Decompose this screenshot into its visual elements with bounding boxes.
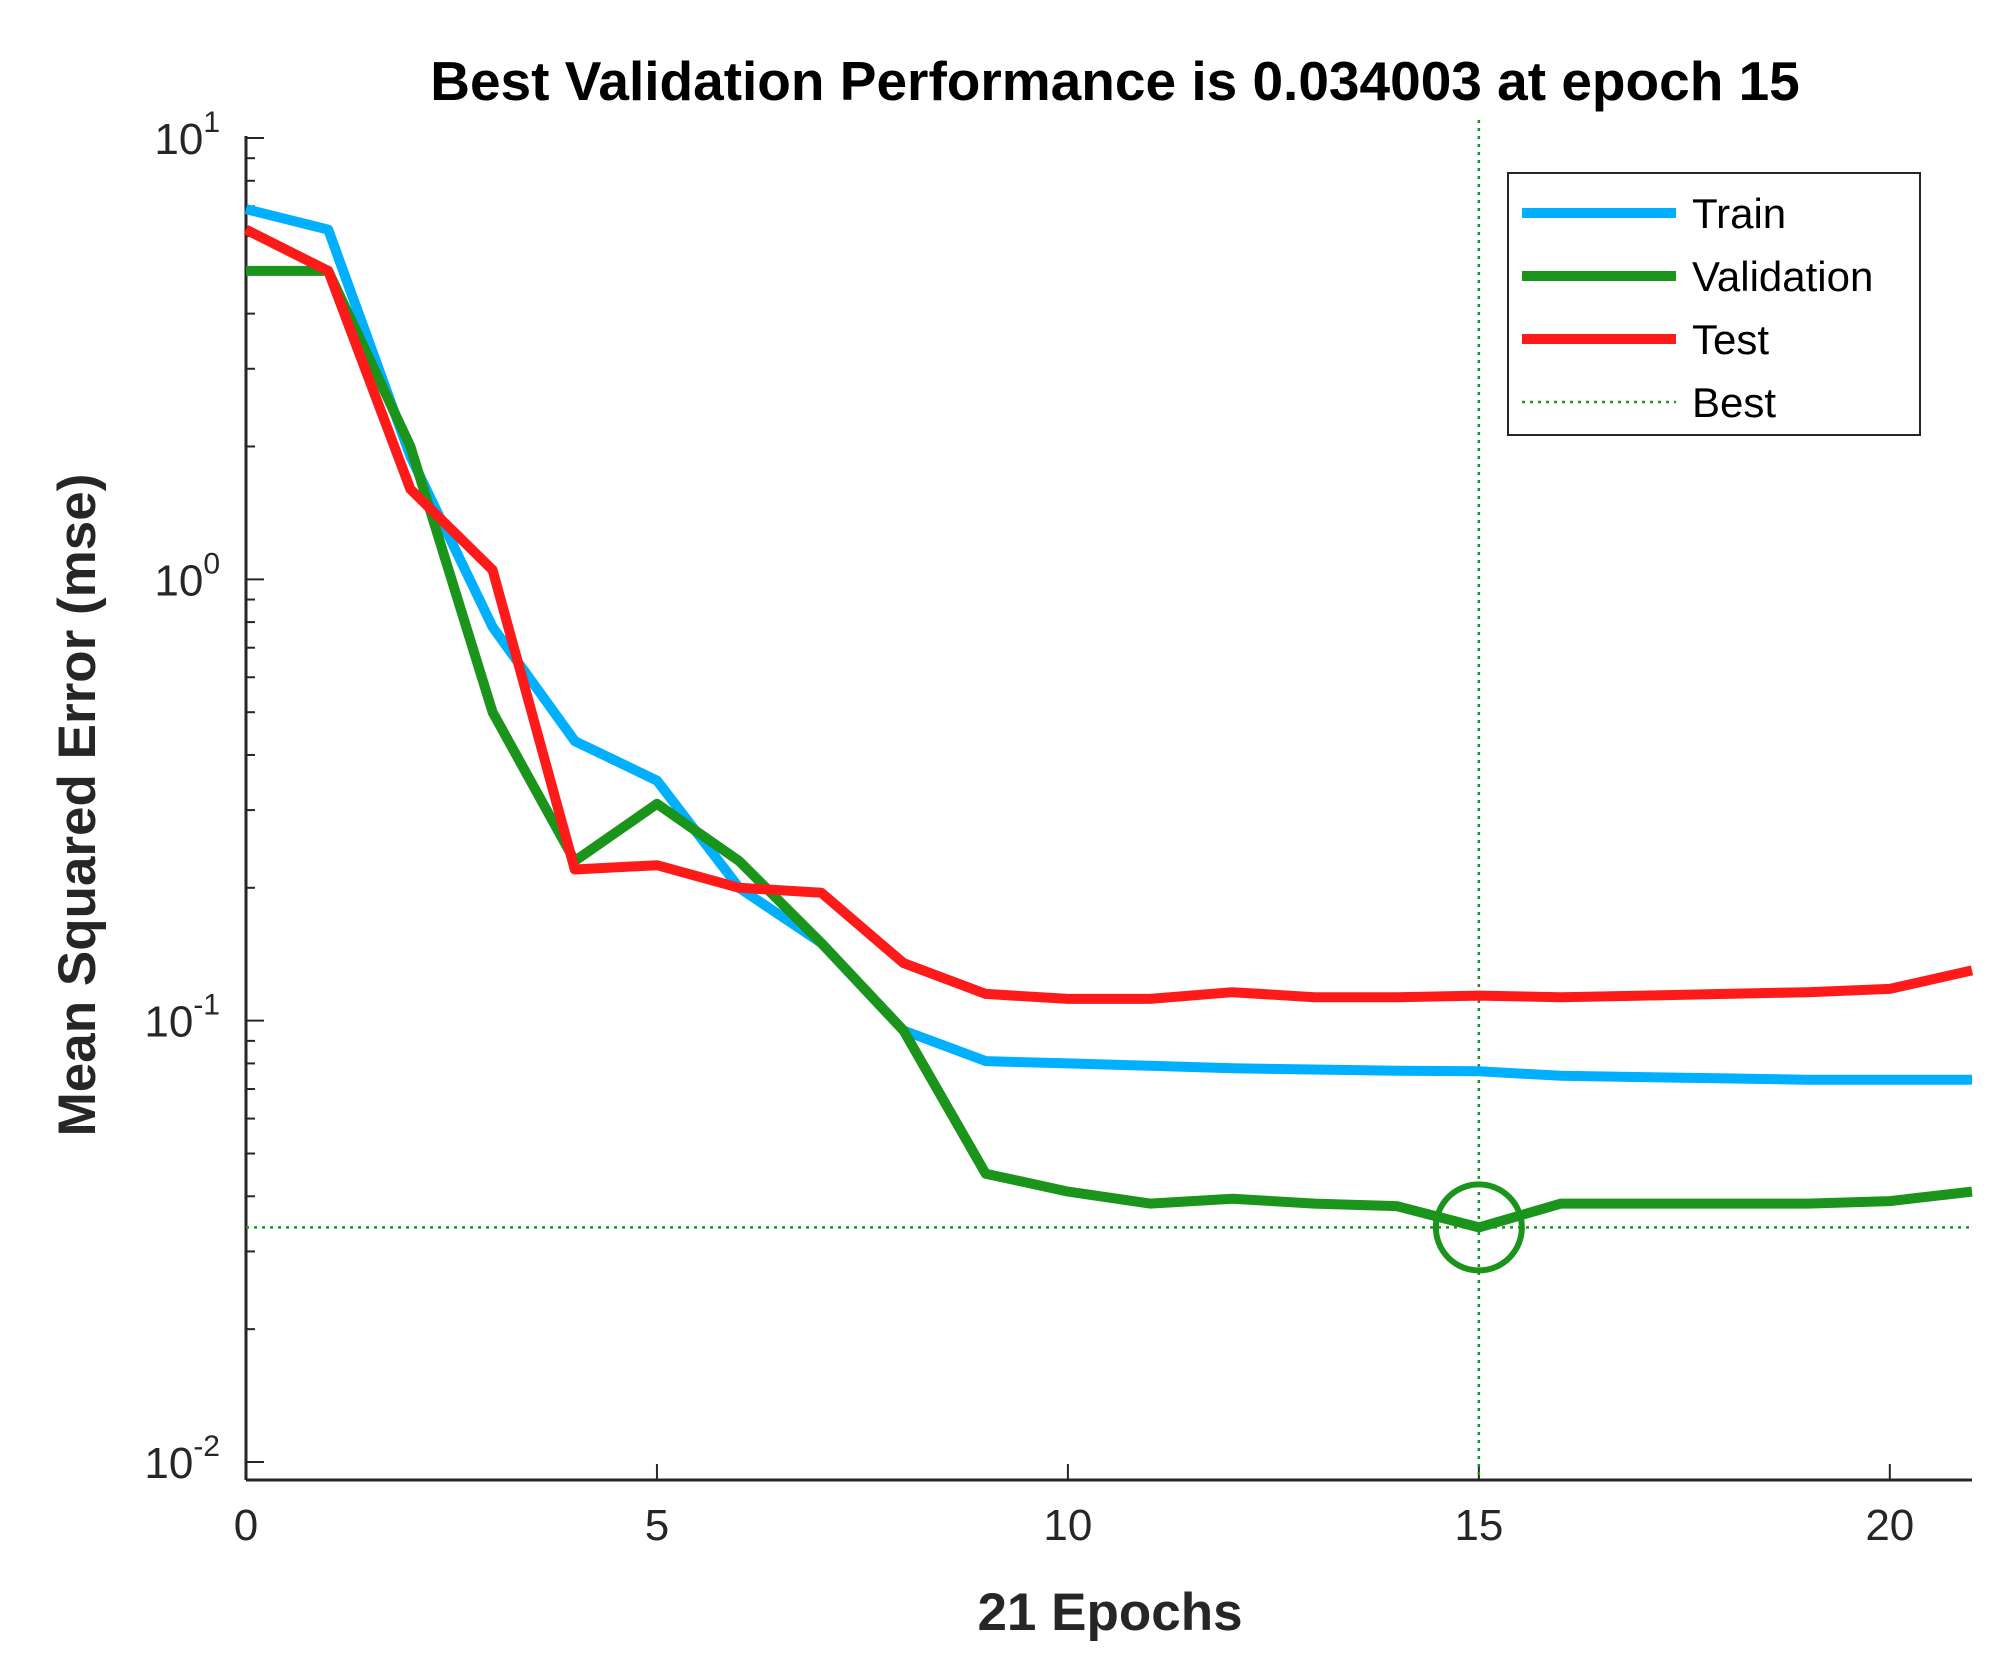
x-tick-label: 20 <box>1865 1501 1914 1550</box>
series-line-train <box>244 204 1972 1085</box>
series-lines <box>243 204 1974 1233</box>
legend-label-best: Best <box>1692 379 1776 426</box>
y-tick-label: 10-1 <box>144 989 220 1047</box>
x-tick-label: 15 <box>1454 1501 1503 1550</box>
legend-label-train: Train <box>1692 190 1786 237</box>
y-axis-label: Mean Squared Error (mse) <box>48 474 107 1137</box>
legend: Train Validation Test Best <box>1507 172 1921 436</box>
series-line-test <box>243 225 1974 1004</box>
y-tick-label: 101 <box>154 106 220 164</box>
best-marker-group <box>1432 1181 1525 1274</box>
axes <box>244 136 1972 1482</box>
y-tick-label: 100 <box>154 547 220 605</box>
chart-title: Best Validation Performance is 0.034003 … <box>430 50 1800 112</box>
legend-label-test: Test <box>1692 316 1769 363</box>
best-marker <box>1432 1181 1525 1274</box>
x-tick-label: 10 <box>1043 1501 1092 1550</box>
x-tick-label: 0 <box>234 1501 258 1550</box>
x-axis-label: 21 Epochs <box>977 1583 1242 1642</box>
series-line-validation <box>246 265 1973 1233</box>
x-tick-label: 5 <box>645 1501 669 1550</box>
ticks: 0 5 10 15 20 101 100 10-1 10-2 <box>144 106 1914 1550</box>
best-lines <box>246 120 1972 1480</box>
legend-label-validation: Validation <box>1692 253 1873 300</box>
y-tick-label: 10-2 <box>144 1430 220 1488</box>
